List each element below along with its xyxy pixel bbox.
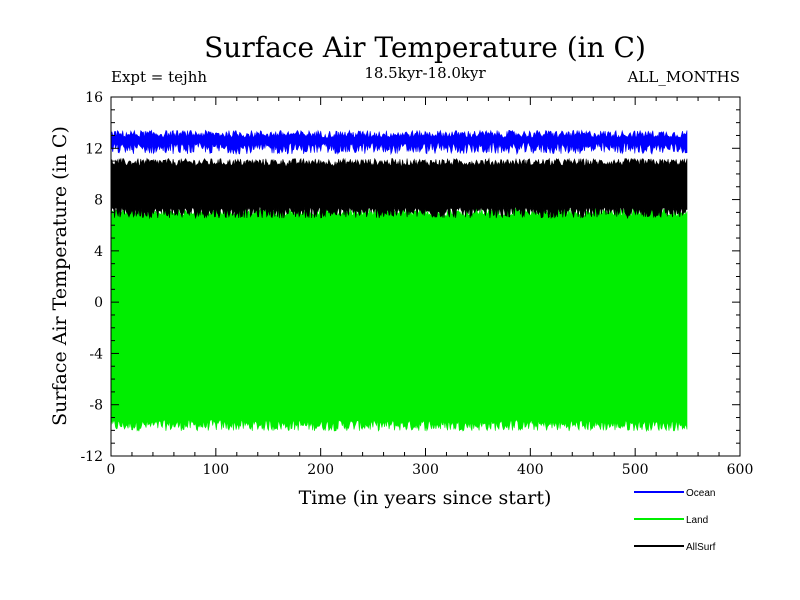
x-axis-ticks: 0 100 200 300 400 500 600: [107, 97, 754, 478]
legend-label-ocean: Ocean: [686, 488, 715, 499]
x-tick-label: 300: [412, 462, 439, 478]
x-tick-label: 500: [622, 462, 649, 478]
y-tick-label: 4: [94, 244, 103, 260]
y-tick-label: 0: [94, 295, 103, 311]
chart-subtitle: 18.5kyr-18.0kyr: [364, 64, 486, 82]
series-land-band: [110, 207, 688, 433]
y-axis-ticks: -12 -8 -4 0 4 8 12 16: [80, 90, 740, 465]
legend-label-allsurf: AllSurf: [686, 542, 716, 553]
legend-label-land: Land: [686, 515, 708, 526]
legend: Ocean Land AllSurf: [634, 488, 716, 553]
x-tick-label: 600: [727, 462, 754, 478]
x-axis-label: Time (in years since start): [299, 487, 552, 509]
x-tick-label: 200: [307, 462, 334, 478]
y-tick-label: 8: [94, 193, 103, 209]
series-ocean-band: [110, 129, 688, 156]
y-tick-label: -12: [80, 449, 103, 465]
x-tick-label: 0: [107, 462, 116, 478]
y-tick-label: 12: [85, 141, 103, 157]
chart-title: Surface Air Temperature (in C): [204, 31, 646, 64]
series-allsurf-band: [110, 157, 688, 220]
experiment-label: Expt = tejhh: [111, 68, 207, 86]
y-tick-label: 16: [85, 90, 103, 106]
y-axis-label: Surface Air Temperature (in C): [49, 126, 71, 426]
y-tick-label: -4: [89, 346, 103, 362]
y-tick-label: -8: [89, 398, 103, 414]
period-label: ALL_MONTHS: [627, 68, 740, 86]
series-layer: [110, 129, 688, 433]
x-tick-label: 400: [517, 462, 544, 478]
x-tick-label: 100: [202, 462, 229, 478]
